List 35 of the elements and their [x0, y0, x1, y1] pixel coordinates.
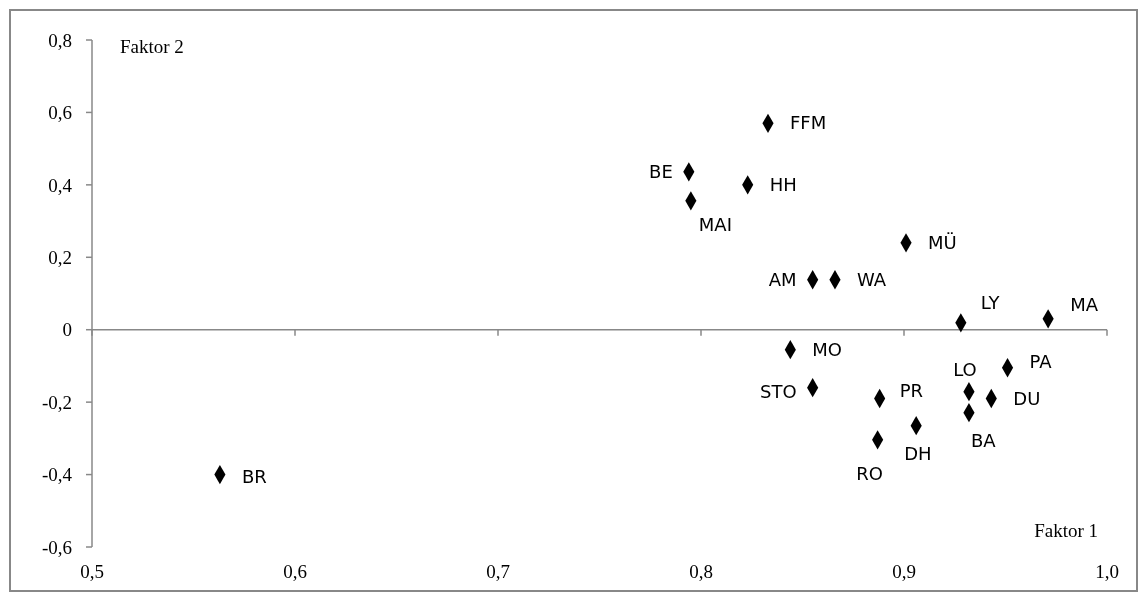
x-tick-label: 0,7	[486, 561, 510, 582]
y-tick-label: 0	[62, 319, 72, 341]
y-tick-label: 0,6	[48, 102, 72, 124]
series-label: LO	[953, 358, 977, 380]
series-label: AM	[768, 268, 797, 290]
series-label: BE	[649, 160, 673, 182]
series-label: BR	[241, 465, 267, 487]
series-label: HH	[769, 173, 797, 195]
series-label: RO	[856, 462, 883, 484]
series-label: PR	[899, 379, 924, 401]
y-tick-label: 0,8	[48, 29, 72, 51]
x-tick-label: 0,9	[892, 561, 916, 582]
series-label: LY	[980, 291, 1001, 313]
y-tick-label: 0,2	[48, 246, 72, 268]
y-tick-label: -0,2	[41, 391, 72, 413]
series-label: MÜ	[928, 231, 957, 253]
x-tick-label: 1,0	[1095, 561, 1119, 582]
x-axis-title: Faktor 1	[1034, 520, 1098, 541]
series-label: MAI	[698, 213, 733, 235]
y-axis-title: Faktor 2	[120, 36, 184, 57]
series-label: DU	[1013, 387, 1041, 409]
x-tick-label: 0,8	[689, 561, 713, 582]
series-label: MO	[812, 338, 843, 360]
series-label: FFM	[789, 112, 827, 134]
x-tick-label: 0,6	[283, 561, 307, 582]
series-label: MA	[1070, 293, 1099, 315]
x-tick-label: 0,5	[80, 561, 104, 582]
series-label: WA	[856, 268, 887, 290]
series-label: PA	[1029, 350, 1053, 372]
y-tick-label: -0,6	[41, 536, 72, 558]
series-label: DH	[904, 442, 932, 464]
series-label: STO	[760, 380, 797, 402]
series-label: BA	[970, 429, 997, 451]
y-tick-label: -0,4	[41, 464, 73, 486]
y-tick-label: 0,4	[48, 174, 73, 196]
